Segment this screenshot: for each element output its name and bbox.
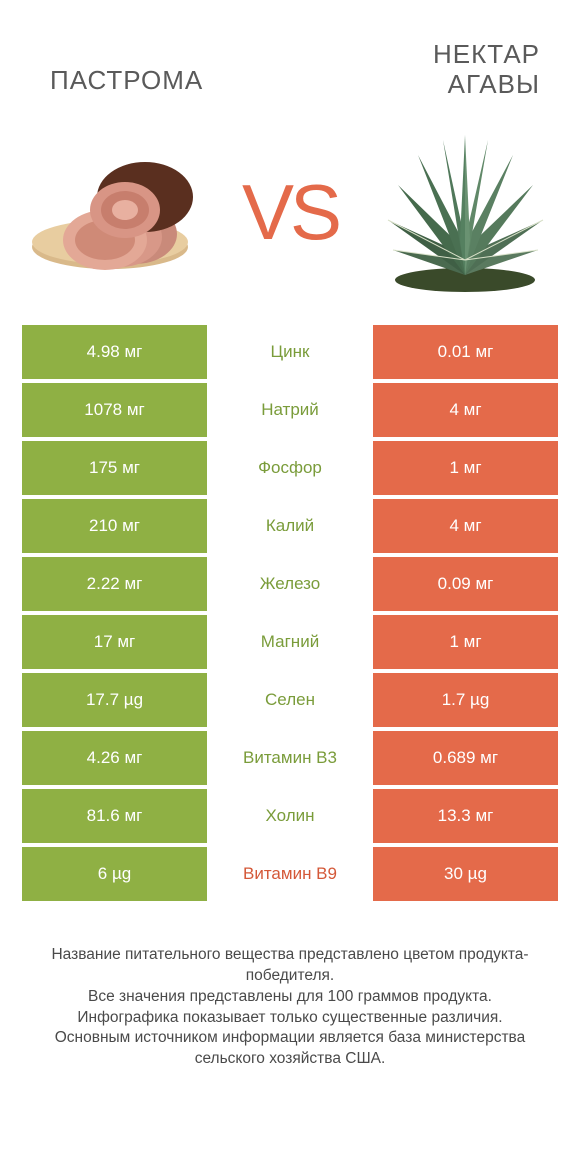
product-right-title: НЕКТАР АГАВЫ xyxy=(316,40,550,100)
left-value-cell: 17 мг xyxy=(22,615,207,669)
left-value-cell: 17.7 µg xyxy=(22,673,207,727)
nutrient-label: Цинк xyxy=(207,325,373,379)
table-row: 1078 мгНатрий4 мг xyxy=(22,383,558,437)
table-row: 210 мгКалий4 мг xyxy=(22,499,558,553)
table-row: 81.6 мгХолин13.3 мг xyxy=(22,789,558,843)
nutrient-label: Селен xyxy=(207,673,373,727)
header: ПАСТРОМА НЕКТАР АГАВЫ xyxy=(0,0,580,110)
table-row: 17.7 µgСелен1.7 µg xyxy=(22,673,558,727)
right-value-cell: 13.3 мг xyxy=(373,789,558,843)
right-value-cell: 0.689 мг xyxy=(373,731,558,785)
infographic-container: ПАСТРОМА НЕКТАР АГАВЫ VS xyxy=(0,0,580,1090)
left-value-cell: 175 мг xyxy=(22,441,207,495)
product-right-image xyxy=(375,130,555,295)
left-value-cell: 2.22 мг xyxy=(22,557,207,611)
table-row: 175 мгФосфор1 мг xyxy=(22,441,558,495)
right-title-line2: АГАВЫ xyxy=(448,69,540,99)
left-value-cell: 210 мг xyxy=(22,499,207,553)
nutrient-label: Холин xyxy=(207,789,373,843)
table-row: 4.98 мгЦинк0.01 мг xyxy=(22,325,558,379)
footer-line-3: Инфографика показывает только существенн… xyxy=(77,1009,502,1026)
table-row: 6 µgВитамин B930 µg xyxy=(22,847,558,901)
images-row: VS xyxy=(0,110,580,325)
nutrient-label: Фосфор xyxy=(207,441,373,495)
right-value-cell: 1 мг xyxy=(373,615,558,669)
nutrient-label: Железо xyxy=(207,557,373,611)
left-value-cell: 1078 мг xyxy=(22,383,207,437)
nutrient-label: Витамин B3 xyxy=(207,731,373,785)
table-row: 4.26 мгВитамин B30.689 мг xyxy=(22,731,558,785)
nutrient-label: Витамин B9 xyxy=(207,847,373,901)
pastrami-icon xyxy=(25,142,205,282)
right-value-cell: 0.09 мг xyxy=(373,557,558,611)
nutrient-label: Натрий xyxy=(207,383,373,437)
right-value-cell: 4 мг xyxy=(373,499,558,553)
right-value-cell: 1 мг xyxy=(373,441,558,495)
footer-line-2: Все значения представлены для 100 граммо… xyxy=(88,988,492,1005)
left-value-cell: 6 µg xyxy=(22,847,207,901)
product-left-image xyxy=(25,130,205,295)
left-value-cell: 4.26 мг xyxy=(22,731,207,785)
right-value-cell: 4 мг xyxy=(373,383,558,437)
table-row: 2.22 мгЖелезо0.09 мг xyxy=(22,557,558,611)
agave-icon xyxy=(378,130,553,295)
footer-notes: Название питательного вещества представл… xyxy=(0,905,580,1091)
left-value-cell: 81.6 мг xyxy=(22,789,207,843)
nutrient-label: Магний xyxy=(207,615,373,669)
nutrient-label: Калий xyxy=(207,499,373,553)
product-left-title: ПАСТРОМА xyxy=(30,40,264,96)
left-value-cell: 4.98 мг xyxy=(22,325,207,379)
table-row: 17 мгМагний1 мг xyxy=(22,615,558,669)
right-value-cell: 0.01 мг xyxy=(373,325,558,379)
right-value-cell: 1.7 µg xyxy=(373,673,558,727)
right-value-cell: 30 µg xyxy=(373,847,558,901)
comparison-table: 4.98 мгЦинк0.01 мг1078 мгНатрий4 мг175 м… xyxy=(0,325,580,901)
footer-line-4: Основным источником информации является … xyxy=(55,1029,526,1067)
right-title-line1: НЕКТАР xyxy=(433,39,540,69)
footer-line-1: Название питательного вещества представл… xyxy=(51,946,528,984)
vs-label: VS xyxy=(242,167,338,258)
